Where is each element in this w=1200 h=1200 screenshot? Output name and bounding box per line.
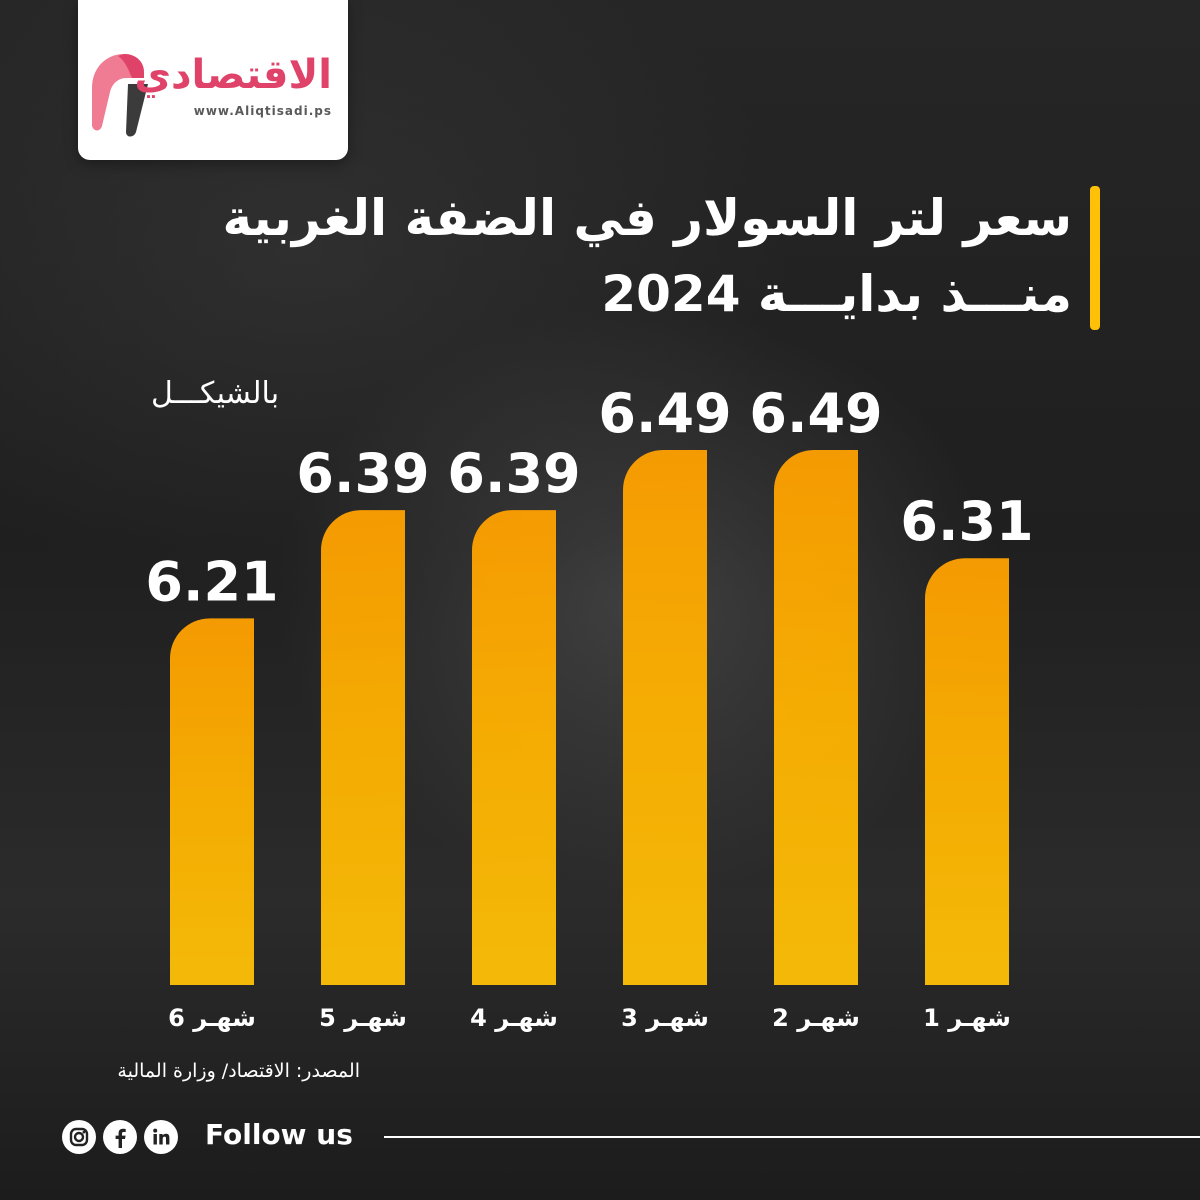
- bar-3: [472, 510, 556, 985]
- source-note: المصدر: الاقتصاد/ وزارة المالية: [117, 1060, 360, 1082]
- instagram-icon[interactable]: [62, 1120, 96, 1154]
- chart-title-line-1: سعر لتر السولار في الضفة الغربية: [222, 189, 1072, 247]
- category-label-3: شهـر 4: [470, 1004, 558, 1032]
- value-label-5: 6.49: [749, 382, 882, 445]
- category-label-1: شهـر 6: [168, 1004, 256, 1032]
- value-label-2: 6.39: [296, 442, 429, 505]
- category-label-6: شهـر 1: [923, 1004, 1011, 1032]
- follow-us-label: Follow us: [205, 1118, 353, 1151]
- value-label-1: 6.21: [145, 550, 278, 613]
- brand-name: الاقتصادي: [134, 52, 332, 98]
- bar-6: [925, 558, 1009, 985]
- category-label-4: شهـر 3: [621, 1004, 709, 1032]
- brand-url[interactable]: www.Aliqtisadi.ps: [193, 104, 332, 118]
- value-label-3: 6.39: [447, 442, 580, 505]
- bar-1: [170, 618, 254, 985]
- category-label-5: شهـر 2: [772, 1004, 860, 1032]
- linkedin-icon[interactable]: [144, 1120, 178, 1154]
- title-accent-bar: [1090, 186, 1100, 330]
- chart-title-line-2: منـــذ بدايـــة 2024: [601, 265, 1072, 323]
- bar-4: [623, 450, 707, 985]
- value-label-6: 6.31: [900, 490, 1033, 553]
- logo-mark-icon: [92, 54, 148, 137]
- facebook-icon[interactable]: [103, 1120, 137, 1154]
- value-label-4: 6.49: [598, 382, 731, 445]
- logo-card[interactable]: الاقتصادي www.Aliqtisadi.ps: [78, 0, 348, 160]
- bar-2: [321, 510, 405, 985]
- category-label-2: شهـر 5: [319, 1004, 407, 1032]
- unit-label: بالشيكـــل: [150, 376, 280, 411]
- bar-5: [774, 450, 858, 985]
- chart-title: سعر لتر السولار في الضفة الغربية منـــذ …: [112, 180, 1072, 332]
- follow-divider: [384, 1136, 1200, 1138]
